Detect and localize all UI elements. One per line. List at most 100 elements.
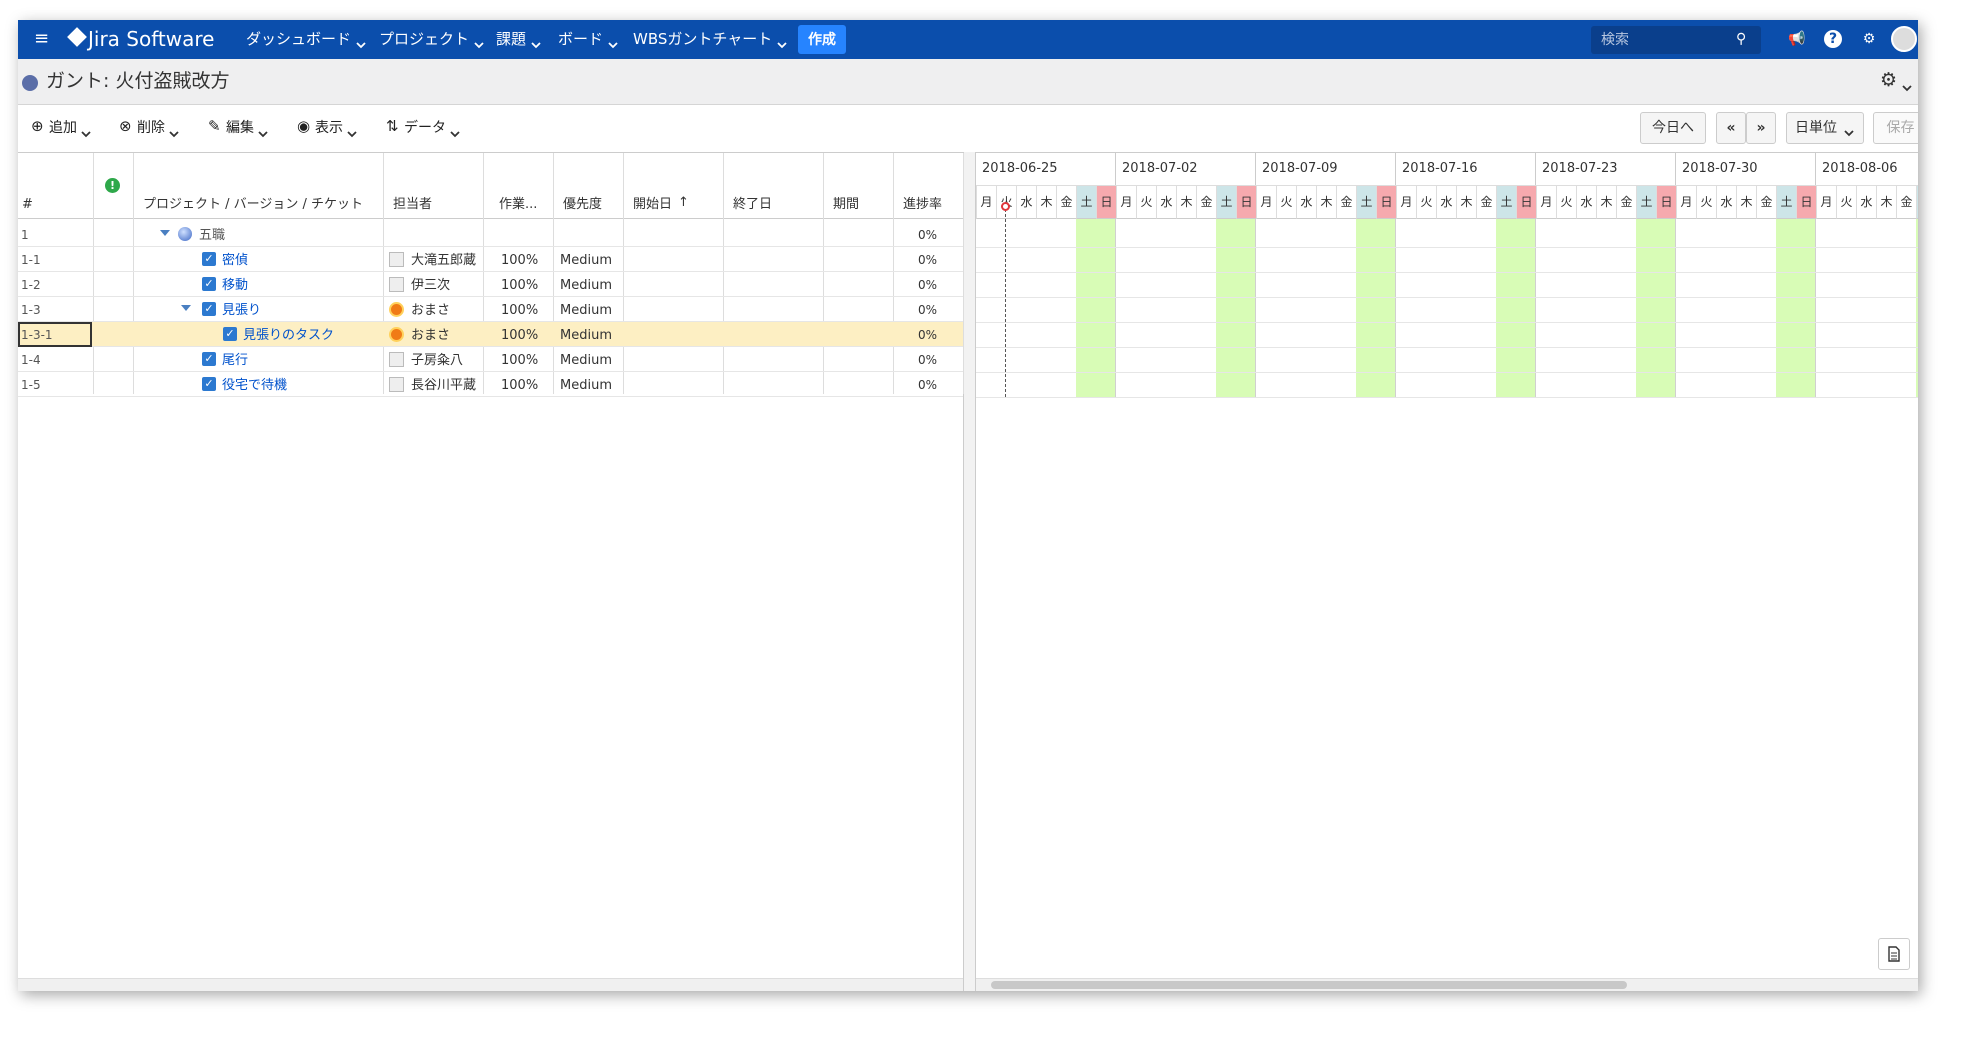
column-header[interactable]: 期間 [833, 197, 860, 212]
day-cell: 木 [1036, 185, 1056, 219]
row-id: 1-4 [21, 353, 41, 367]
caret [608, 36, 618, 49]
column-header[interactable]: 開始日 [633, 197, 673, 212]
notify-icon[interactable]: 📢 [1788, 31, 1806, 47]
splitter[interactable] [963, 152, 976, 991]
week-line [1535, 219, 1536, 397]
caret [777, 36, 787, 49]
toolbar-button[interactable]: 編集 [226, 120, 254, 136]
day-cell: 土 [1216, 185, 1236, 219]
nav-menu[interactable]: ボード [558, 30, 604, 48]
day-cell: 金 [1756, 185, 1776, 219]
day-cell: 水 [1576, 185, 1596, 219]
prev-button[interactable]: « [1716, 112, 1746, 144]
row[interactable] [18, 272, 963, 297]
checkbox[interactable]: ✓ [202, 352, 216, 366]
next-button[interactable]: » [1746, 112, 1776, 144]
gantt-area: 2018-06-25月火水木金土日2018-07-02月火水木金土日2018-0… [976, 152, 1918, 978]
toolbar-button[interactable]: 表示 [315, 120, 343, 136]
today-button[interactable]: 今日へ [1640, 112, 1706, 144]
toolbar-button[interactable]: 追加 [49, 120, 77, 136]
weekend-column [1356, 219, 1376, 397]
week-line [1675, 219, 1676, 397]
row[interactable] [18, 222, 963, 247]
search-icon[interactable]: ⚲ [1736, 31, 1747, 47]
toolbar-icon: ⊕ [31, 117, 44, 135]
day-cell: 火 [1416, 185, 1436, 219]
brand[interactable]: Jira Software [88, 27, 215, 51]
expander[interactable] [160, 230, 170, 236]
sort-arrow[interactable]: ↑ [678, 195, 689, 210]
title-bar [18, 59, 1918, 105]
create-button[interactable]: 作成 [798, 25, 846, 54]
weekend-column [1916, 219, 1918, 397]
title-icon [22, 75, 38, 91]
nav-menu[interactable]: プロジェクト [379, 30, 470, 48]
assignee: 子房粂八 [411, 353, 464, 368]
row-id: 1-3-1 [21, 328, 53, 342]
toolbar-button[interactable]: 削除 [137, 120, 165, 136]
export-button[interactable] [1878, 938, 1910, 970]
progress: 0% [918, 303, 938, 317]
selected-cell[interactable] [18, 322, 92, 347]
column-header[interactable]: 進捗率 [903, 197, 943, 212]
row-name[interactable]: 密偵 [222, 253, 249, 268]
menu-icon[interactable]: ≡ [34, 28, 50, 49]
column-header[interactable]: プロジェクト / バージョン / チケット [143, 197, 364, 212]
h-scrollbar-right[interactable] [976, 978, 1918, 991]
nav-menu[interactable]: WBSガントチャート [633, 30, 773, 48]
column-header[interactable]: 担当者 [393, 197, 433, 212]
h-scrollbar-left[interactable] [18, 978, 963, 991]
avatar[interactable] [1891, 26, 1917, 52]
column-header[interactable]: # [22, 197, 33, 212]
week-line [1815, 219, 1816, 397]
day-cell: 月 [1396, 185, 1416, 219]
scroll-thumb[interactable] [991, 981, 1627, 989]
col-divider [623, 153, 624, 394]
day-cell: 日 [1796, 185, 1816, 219]
today-line [1005, 204, 1006, 397]
row[interactable] [18, 322, 963, 347]
checkbox[interactable]: ✓ [202, 302, 216, 316]
save-button[interactable]: 保存 [1873, 112, 1918, 144]
week-label: 2018-07-02 [1122, 161, 1198, 176]
checkbox[interactable]: ✓ [223, 327, 237, 341]
column-header[interactable]: 作業... [499, 197, 538, 212]
checkbox[interactable]: ✓ [202, 277, 216, 291]
row[interactable] [18, 247, 963, 272]
toolbar-button[interactable]: データ [404, 120, 446, 136]
row-name[interactable]: 役宅で待機 [222, 378, 288, 393]
nav-menu[interactable]: ダッシュボード [246, 30, 352, 48]
week-label: 2018-08-06 [1822, 161, 1898, 176]
page-settings[interactable]: ⚙ [1880, 69, 1898, 91]
expander[interactable] [181, 305, 191, 311]
day-cell: 木 [1316, 185, 1336, 219]
day-cell: 水 [1016, 185, 1036, 219]
priority: Medium [560, 303, 612, 318]
checkbox[interactable]: ✓ [202, 377, 216, 391]
day-cell: 木 [1876, 185, 1896, 219]
row[interactable] [18, 297, 963, 322]
priority: Medium [560, 378, 612, 393]
assignee-avatar [389, 252, 404, 267]
row[interactable] [18, 372, 963, 397]
toolbar-icon: ✎ [208, 117, 221, 135]
weekend-column [1496, 219, 1516, 397]
row-name[interactable]: 見張りのタスク [243, 328, 335, 343]
help-icon[interactable]: ? [1824, 30, 1842, 48]
day-cell: 水 [1716, 185, 1736, 219]
checkbox[interactable]: ✓ [202, 252, 216, 266]
settings-icon[interactable]: ⚙ [1862, 31, 1876, 47]
scale-button[interactable]: 日単位 [1786, 112, 1864, 144]
row-name[interactable]: 移動 [222, 278, 249, 293]
row-name[interactable]: 尾行 [222, 353, 249, 368]
search-box[interactable]: 検索 [1591, 26, 1761, 54]
day-cell: 水 [1436, 185, 1456, 219]
nav-menu[interactable]: 課題 [496, 30, 527, 48]
row[interactable] [18, 347, 963, 372]
row-name[interactable]: 見張り [222, 303, 262, 318]
column-header[interactable]: 終了日 [733, 197, 773, 212]
column-header[interactable]: 優先度 [563, 197, 603, 212]
day-cell: 水 [1856, 185, 1876, 219]
weekend-column [1796, 219, 1816, 397]
